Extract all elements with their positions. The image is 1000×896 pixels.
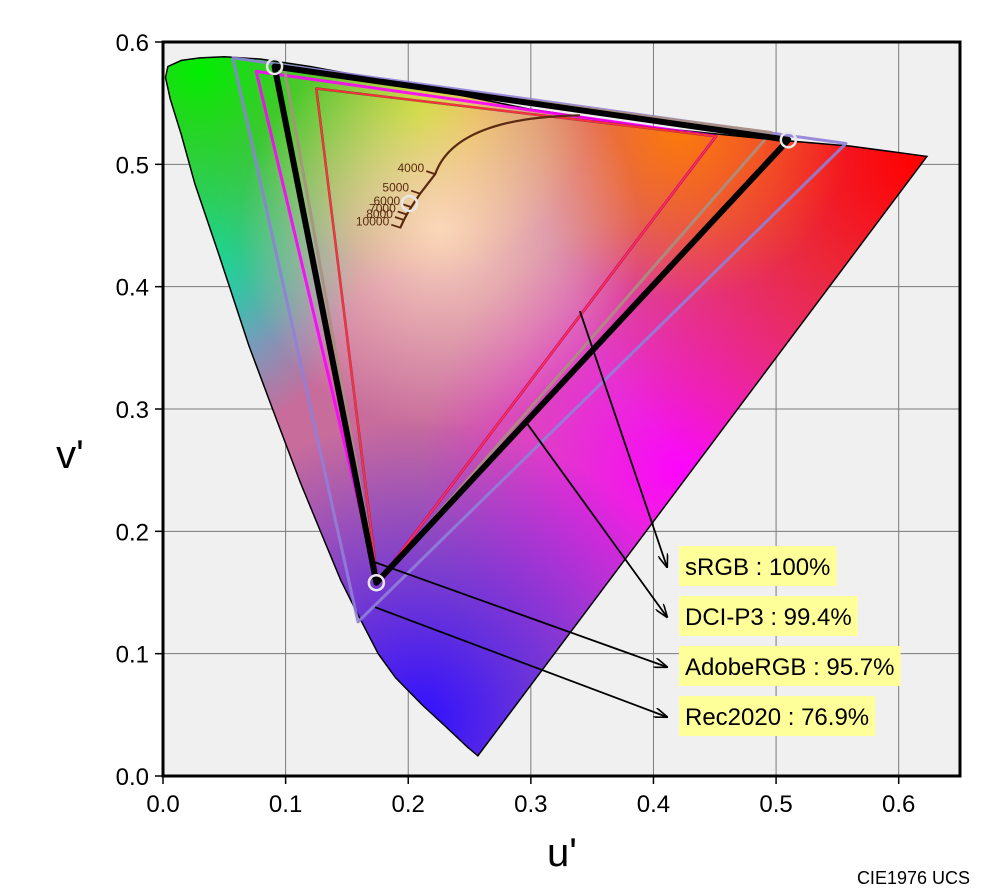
planckian-curve <box>399 114 580 229</box>
x-tick-label: 0.2 <box>392 791 425 818</box>
cct-label: 8000 <box>366 207 393 221</box>
y-tick-label: 0.6 <box>116 30 149 57</box>
cct-tick <box>394 216 405 221</box>
coverage-label-background <box>679 596 858 636</box>
coverage-labels: sRGB : 100% DCI-P3 : 99.4% AdobeRGB : 95.7… <box>679 546 901 736</box>
cct-label: 4000 <box>398 161 425 175</box>
gamut-triangle-srgb-outline <box>315 87 718 586</box>
y-tick-label: 0.5 <box>116 152 149 179</box>
cct-tick <box>397 210 408 216</box>
diagram-footer: CIE1976 UCS <box>857 868 970 888</box>
cct-label: 6000 <box>373 194 400 208</box>
y-tick-label: 0.4 <box>116 275 149 302</box>
coverage-label-text: Rec2020 : 76.9% <box>685 704 869 731</box>
coverage-arrows <box>373 310 667 717</box>
coverage-arrow <box>526 423 667 617</box>
primary-markers <box>265 57 798 592</box>
x-tick-label: 0.1 <box>269 791 302 818</box>
x-tick-label: 0.0 <box>146 791 179 818</box>
x-tick-label: 0.3 <box>514 791 547 818</box>
y-axis-ticks: 0.0 0.1 0.2 0.3 0.4 0.5 0.6 <box>116 30 163 791</box>
coverage-arrow <box>374 606 667 717</box>
coverage-label-text: sRGB : 100% <box>685 554 830 581</box>
coverage-label-text: DCI-P3 : 99.4% <box>685 604 852 631</box>
primary-marker <box>265 57 284 76</box>
gamut-triangles <box>231 56 848 624</box>
primary-marker <box>367 573 386 592</box>
white-point-marker <box>400 194 419 213</box>
display-gamut-triangle <box>271 63 792 586</box>
x-tick-label: 0.6 <box>882 791 915 818</box>
y-tick-label: 0.3 <box>116 397 149 424</box>
primary-marker <box>779 131 798 149</box>
cct-label: 10000 <box>356 215 390 229</box>
x-tick-label: 0.5 <box>759 791 792 818</box>
coverage-label-background <box>679 696 876 736</box>
y-tick-label: 0.1 <box>116 642 149 669</box>
y-tick-label: 0.0 <box>116 764 149 791</box>
y-axis-title: v' <box>56 433 84 477</box>
coverage-label-background <box>679 546 837 586</box>
coverage-arrow <box>579 310 667 567</box>
cct-label: 5000 <box>382 181 409 195</box>
cct-tick <box>425 170 436 175</box>
cct-tick <box>390 223 401 229</box>
coverage-label-adobergb: AdobeRGB : 95.7% <box>679 646 901 686</box>
coverage-label-text: AdobeRGB : 95.7% <box>685 654 894 681</box>
coverage-label-srgb: sRGB : 100% <box>679 546 837 586</box>
coverage-label-dci-p3: DCI-P3 : 99.4% <box>679 596 858 636</box>
x-axis-title: u' <box>547 831 577 875</box>
gamut-triangle-rec2020 <box>231 56 848 624</box>
cct-tick <box>401 203 412 209</box>
y-tick-label: 0.2 <box>116 519 149 546</box>
x-tick-label: 0.4 <box>637 791 670 818</box>
cct-tick <box>410 189 421 195</box>
cct-label: 7000 <box>369 201 396 215</box>
coverage-label-rec2020: Rec2020 : 76.9% <box>679 696 876 736</box>
coverage-arrow <box>373 561 667 667</box>
coverage-label-background <box>679 646 901 686</box>
x-axis-ticks: 0.0 0.1 0.2 0.3 0.4 0.5 0.6 <box>146 776 915 818</box>
